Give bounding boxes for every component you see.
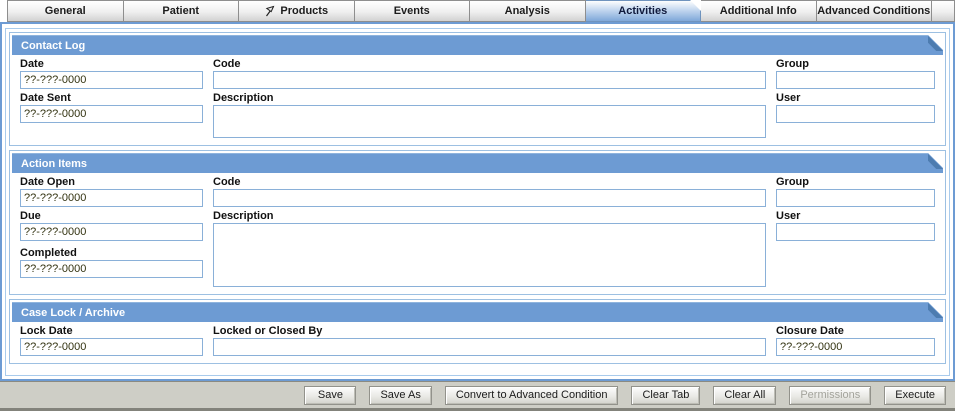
footer-button-bar: Save Save As Convert to Advanced Conditi… [0,381,955,411]
section-header-case-lock-archive: Case Lock / Archive [12,302,943,322]
due-label: Due [20,210,41,222]
field-locked-or-closed-by: Locked or Closed By [213,322,766,356]
closure-date-input[interactable] [776,338,935,356]
field-lock-date: Lock Date [20,322,203,356]
tab-label: Advanced Conditions [817,5,931,17]
code-input[interactable] [213,71,766,89]
lock-date-label: Lock Date [20,325,73,337]
tab-advanced-conditions[interactable]: Advanced Conditions [816,0,932,22]
case-lock-fields: Lock Date Locked or Closed By Closure Da… [12,322,943,361]
tab-activities[interactable]: Activities [586,0,702,22]
convert-to-advanced-condition-button[interactable]: Convert to Advanced Condition [444,385,619,405]
field-description: Description [213,89,766,138]
locked-or-closed-by-label: Locked or Closed By [213,325,323,337]
user-input[interactable] [776,223,935,241]
field-group: Group [776,173,935,207]
date-label: Date [20,58,44,70]
group-input[interactable] [776,189,935,207]
section-contact-log: Contact Log Date Code Group Date Sent De… [9,32,946,146]
closure-date-label: Closure Date [776,325,844,337]
description-label: Description [213,92,274,104]
execute-button[interactable]: Execute [884,385,946,405]
date-sent-label: Date Sent [20,92,71,104]
tab-label: Analysis [504,5,550,17]
lock-date-input[interactable] [20,338,203,356]
section-header-action-items: Action Items [12,153,943,173]
tab-general[interactable]: General [7,0,124,22]
activities-tab-panel: Contact Log Date Code Group Date Sent De… [0,22,955,381]
user-label: User [776,210,801,222]
flag-icon [264,5,276,17]
description-textarea[interactable] [213,105,766,138]
field-code: Code [213,173,766,207]
field-date-sent: Date Sent [20,89,203,123]
description-textarea[interactable] [213,223,766,287]
field-closure-date: Closure Date [776,322,935,356]
save-button[interactable]: Save [304,385,357,405]
section-header-contact-log: Contact Log [12,35,943,55]
tab-additional-info[interactable]: Additional Info [701,0,817,22]
action-items-fields: Date Open Code Group Due Completed Descr… [12,173,943,292]
content-inner-frame: Contact Log Date Code Group Date Sent De… [5,28,950,376]
tab-bar: General Patient Products Events Analysis… [0,0,955,22]
group-label: Group [776,58,809,70]
user-label: User [776,92,801,104]
tab-analysis[interactable]: Analysis [470,0,586,22]
code-label: Code [213,58,241,70]
save-as-button[interactable]: Save As [369,385,432,405]
section-case-lock-archive: Case Lock / Archive Lock Date Locked or … [9,299,946,364]
field-date-open: Date Open [20,173,203,207]
date-sent-input[interactable] [20,105,203,123]
locked-or-closed-by-input[interactable] [213,338,766,356]
code-label: Code [213,176,241,188]
group-label: Group [776,176,809,188]
tab-label: Additional Info [719,5,797,17]
date-open-input[interactable] [20,189,203,207]
permissions-button: Permissions [789,385,872,405]
clear-tab-button[interactable]: Clear Tab [631,385,701,405]
field-group: Group [776,55,935,89]
field-user: User [776,207,935,241]
group-input[interactable] [776,71,935,89]
field-date: Date [20,55,203,89]
date-input[interactable] [20,71,203,89]
user-input[interactable] [776,105,935,123]
description-label: Description [213,210,274,222]
section-action-items: Action Items Date Open Code Group Due Co… [9,150,946,295]
tab-label: Activities [618,5,668,17]
tabbar-filler [932,0,955,22]
contact-log-fields: Date Code Group Date Sent Description Us… [12,55,943,143]
tab-label: Events [393,5,430,17]
tab-patient[interactable]: Patient [123,0,239,22]
tab-events[interactable]: Events [354,0,470,22]
code-input[interactable] [213,189,766,207]
tab-label: Patient [162,5,200,17]
field-code: Code [213,55,766,89]
tab-label: Products [280,5,329,17]
completed-input[interactable] [20,260,203,278]
date-open-label: Date Open [20,176,76,188]
completed-label: Completed [20,247,77,259]
due-input[interactable] [20,223,203,241]
field-due-completed: Due Completed [20,207,203,278]
field-user: User [776,89,935,123]
field-description: Description [213,207,766,287]
tab-products[interactable]: Products [239,0,355,22]
tab-label: General [44,5,86,17]
clear-all-button[interactable]: Clear All [713,385,777,405]
